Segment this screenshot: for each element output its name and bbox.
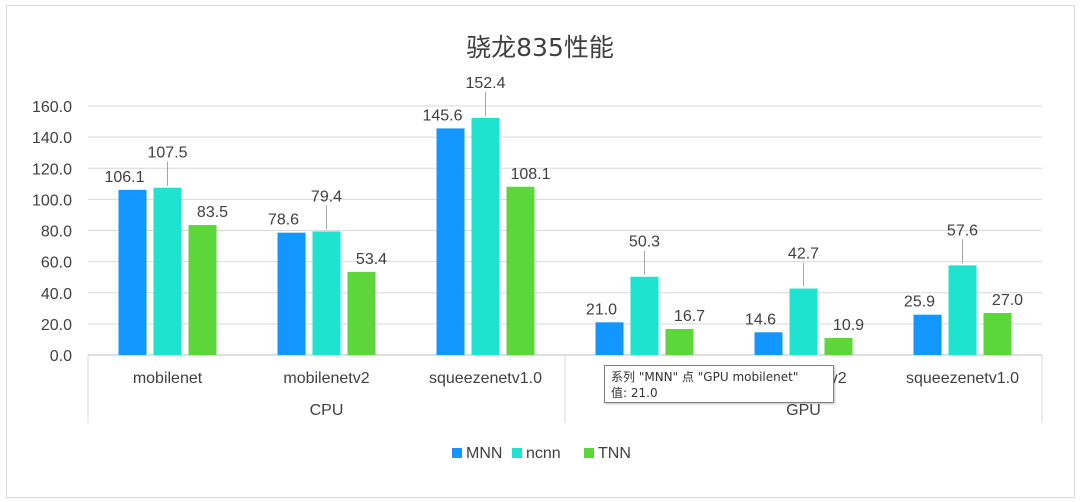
bar-mnn-gpu-squeezenetv1.0[interactable] [913, 314, 942, 355]
x-category-label: squeezenetv1.0 [906, 370, 1019, 387]
bars [118, 117, 1012, 355]
data-label: 25.9 [904, 294, 935, 311]
legend-label-ncnn[interactable]: ncnn [526, 445, 561, 462]
bar-ncnn-cpu-mobilenet[interactable] [153, 187, 182, 355]
bar-tnn-cpu-mobilenet[interactable] [188, 225, 217, 355]
y-tick-label: 80.0 [41, 224, 72, 241]
legend-label-tnn[interactable]: TNN [598, 445, 631, 462]
bar-tnn-gpu-mobilenetv2[interactable] [824, 338, 853, 355]
legend-swatch-tnn [584, 448, 594, 458]
gridlines [88, 105, 1042, 356]
bar-tnn-gpu-mobilenet[interactable] [665, 329, 694, 355]
y-tick-label: 20.0 [41, 317, 72, 334]
data-label: 79.4 [311, 188, 342, 205]
data-label: 106.1 [104, 169, 144, 186]
bar-mnn-gpu-mobilenetv2[interactable] [754, 332, 783, 355]
x-group-label: GPU [786, 402, 821, 419]
x-group-label: CPU [310, 402, 344, 419]
y-tick-label: 0.0 [50, 348, 72, 365]
y-tick-label: 60.0 [41, 255, 72, 272]
data-label: 42.7 [788, 246, 819, 263]
data-label: 53.4 [356, 251, 387, 268]
bar-mnn-gpu-mobilenet[interactable] [595, 322, 624, 355]
y-tick-label: 40.0 [41, 286, 72, 303]
bar-ncnn-cpu-squeezenetv1.0[interactable] [471, 117, 500, 355]
x-category-label: mobilenet [133, 370, 203, 387]
data-label: 27.0 [992, 292, 1023, 309]
bar-tnn-cpu-squeezenetv1.0[interactable] [506, 186, 535, 355]
tooltip-series-point: 系列 "MNN" 点 "GPU mobilenet" [611, 370, 799, 384]
data-label: 57.6 [947, 222, 978, 239]
data-label: 10.9 [833, 317, 864, 334]
data-label: 83.5 [197, 204, 228, 221]
y-tick-label: 140.0 [32, 130, 72, 147]
x-axis: mobilenetmobilenetv2squeezenetv1.0mobile… [87, 355, 1043, 423]
bar-ncnn-gpu-mobilenetv2[interactable] [789, 288, 818, 355]
data-label: 152.4 [465, 75, 505, 92]
data-label: 21.0 [586, 301, 617, 318]
data-label: 108.1 [510, 166, 550, 183]
y-axis: 0.0 20.0 40.0 60.0 80.0 100.0 120.0 140.0 160.0 [32, 99, 72, 365]
data-label: 14.6 [745, 311, 776, 328]
legend-swatch-ncnn [512, 448, 522, 458]
y-tick-label: 100.0 [32, 192, 72, 209]
chart-frame [6, 5, 1075, 498]
data-label: 16.7 [674, 308, 705, 325]
bar-ncnn-gpu-squeezenetv1.0[interactable] [948, 265, 977, 355]
data-tooltip: 系列 "MNN" 点 "GPU mobilenet" 值: 21.0 [604, 365, 834, 403]
bar-mnn-cpu-mobilenet[interactable] [118, 189, 147, 355]
legend: MNN ncnn TNN [452, 445, 631, 462]
bar-ncnn-cpu-mobilenetv2[interactable] [312, 231, 341, 355]
x-category-label: squeezenetv1.0 [429, 370, 542, 387]
data-label: 50.3 [629, 234, 660, 251]
bar-mnn-cpu-squeezenetv1.0[interactable] [436, 128, 465, 355]
bar-ncnn-gpu-mobilenet[interactable] [630, 276, 659, 355]
x-category-label: mobilenetv2 [283, 370, 369, 387]
legend-swatch-mnn [452, 448, 462, 458]
data-label: 145.6 [422, 107, 462, 124]
data-label: 107.5 [147, 145, 187, 162]
y-tick-label: 160.0 [32, 99, 72, 116]
legend-label-mnn[interactable]: MNN [466, 445, 502, 462]
bar-mnn-cpu-mobilenetv2[interactable] [277, 232, 306, 355]
data-label: 78.6 [268, 212, 299, 229]
tooltip-value: 值: 21.0 [611, 386, 658, 400]
bar-tnn-cpu-mobilenetv2[interactable] [347, 271, 376, 355]
chart-title: 骁龙835性能 [466, 33, 614, 62]
bar-tnn-gpu-squeezenetv1.0[interactable] [983, 312, 1012, 355]
y-tick-label: 120.0 [32, 161, 72, 178]
